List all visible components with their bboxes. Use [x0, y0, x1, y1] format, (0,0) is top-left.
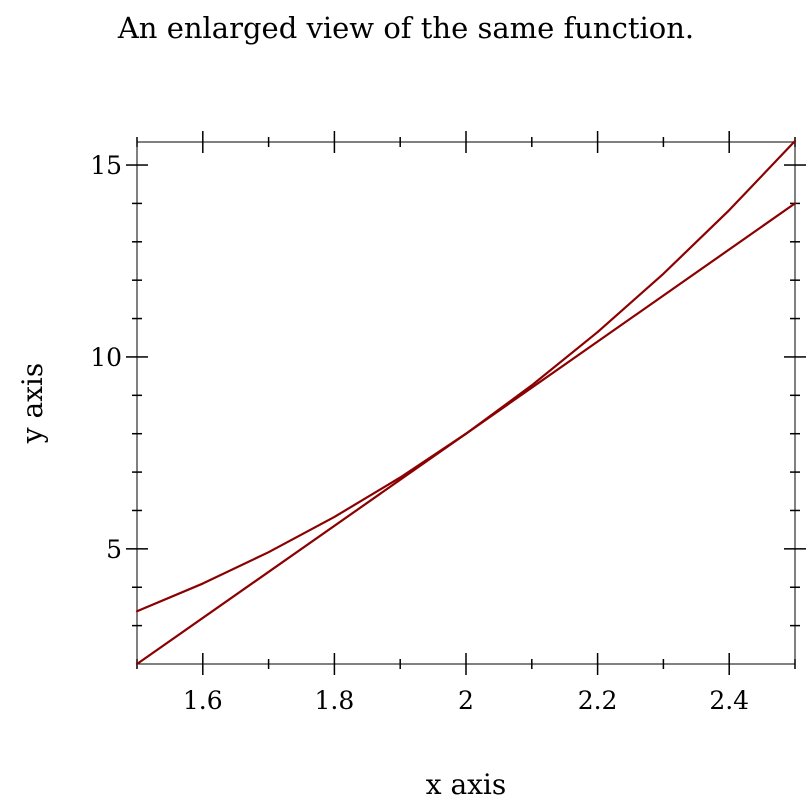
- y-axis-label: y axis: [16, 363, 49, 445]
- y-tick-label: 15: [90, 151, 122, 180]
- series-line-curve: [135, 139, 797, 613]
- axis-tick-labels: 1.6 1.8 2 2.2 2.4 5 10 15: [90, 151, 749, 715]
- series-line-tangent: [135, 202, 797, 666]
- y-tick-label: 5: [106, 535, 122, 564]
- chart-title: An enlarged view of the same function.: [117, 11, 694, 45]
- x-tick-label: 1.8: [315, 686, 355, 715]
- plot-series: [135, 139, 797, 666]
- x-tick-label: 2: [458, 686, 474, 715]
- y-tick-label: 10: [90, 343, 122, 372]
- plot-frame: [136, 141, 796, 665]
- axis-ticks: [126, 131, 806, 675]
- x-tick-label: 2.2: [578, 686, 618, 715]
- x-tick-label: 1.6: [183, 686, 223, 715]
- x-axis-label: x axis: [426, 768, 507, 801]
- x-tick-label: 2.4: [709, 686, 749, 715]
